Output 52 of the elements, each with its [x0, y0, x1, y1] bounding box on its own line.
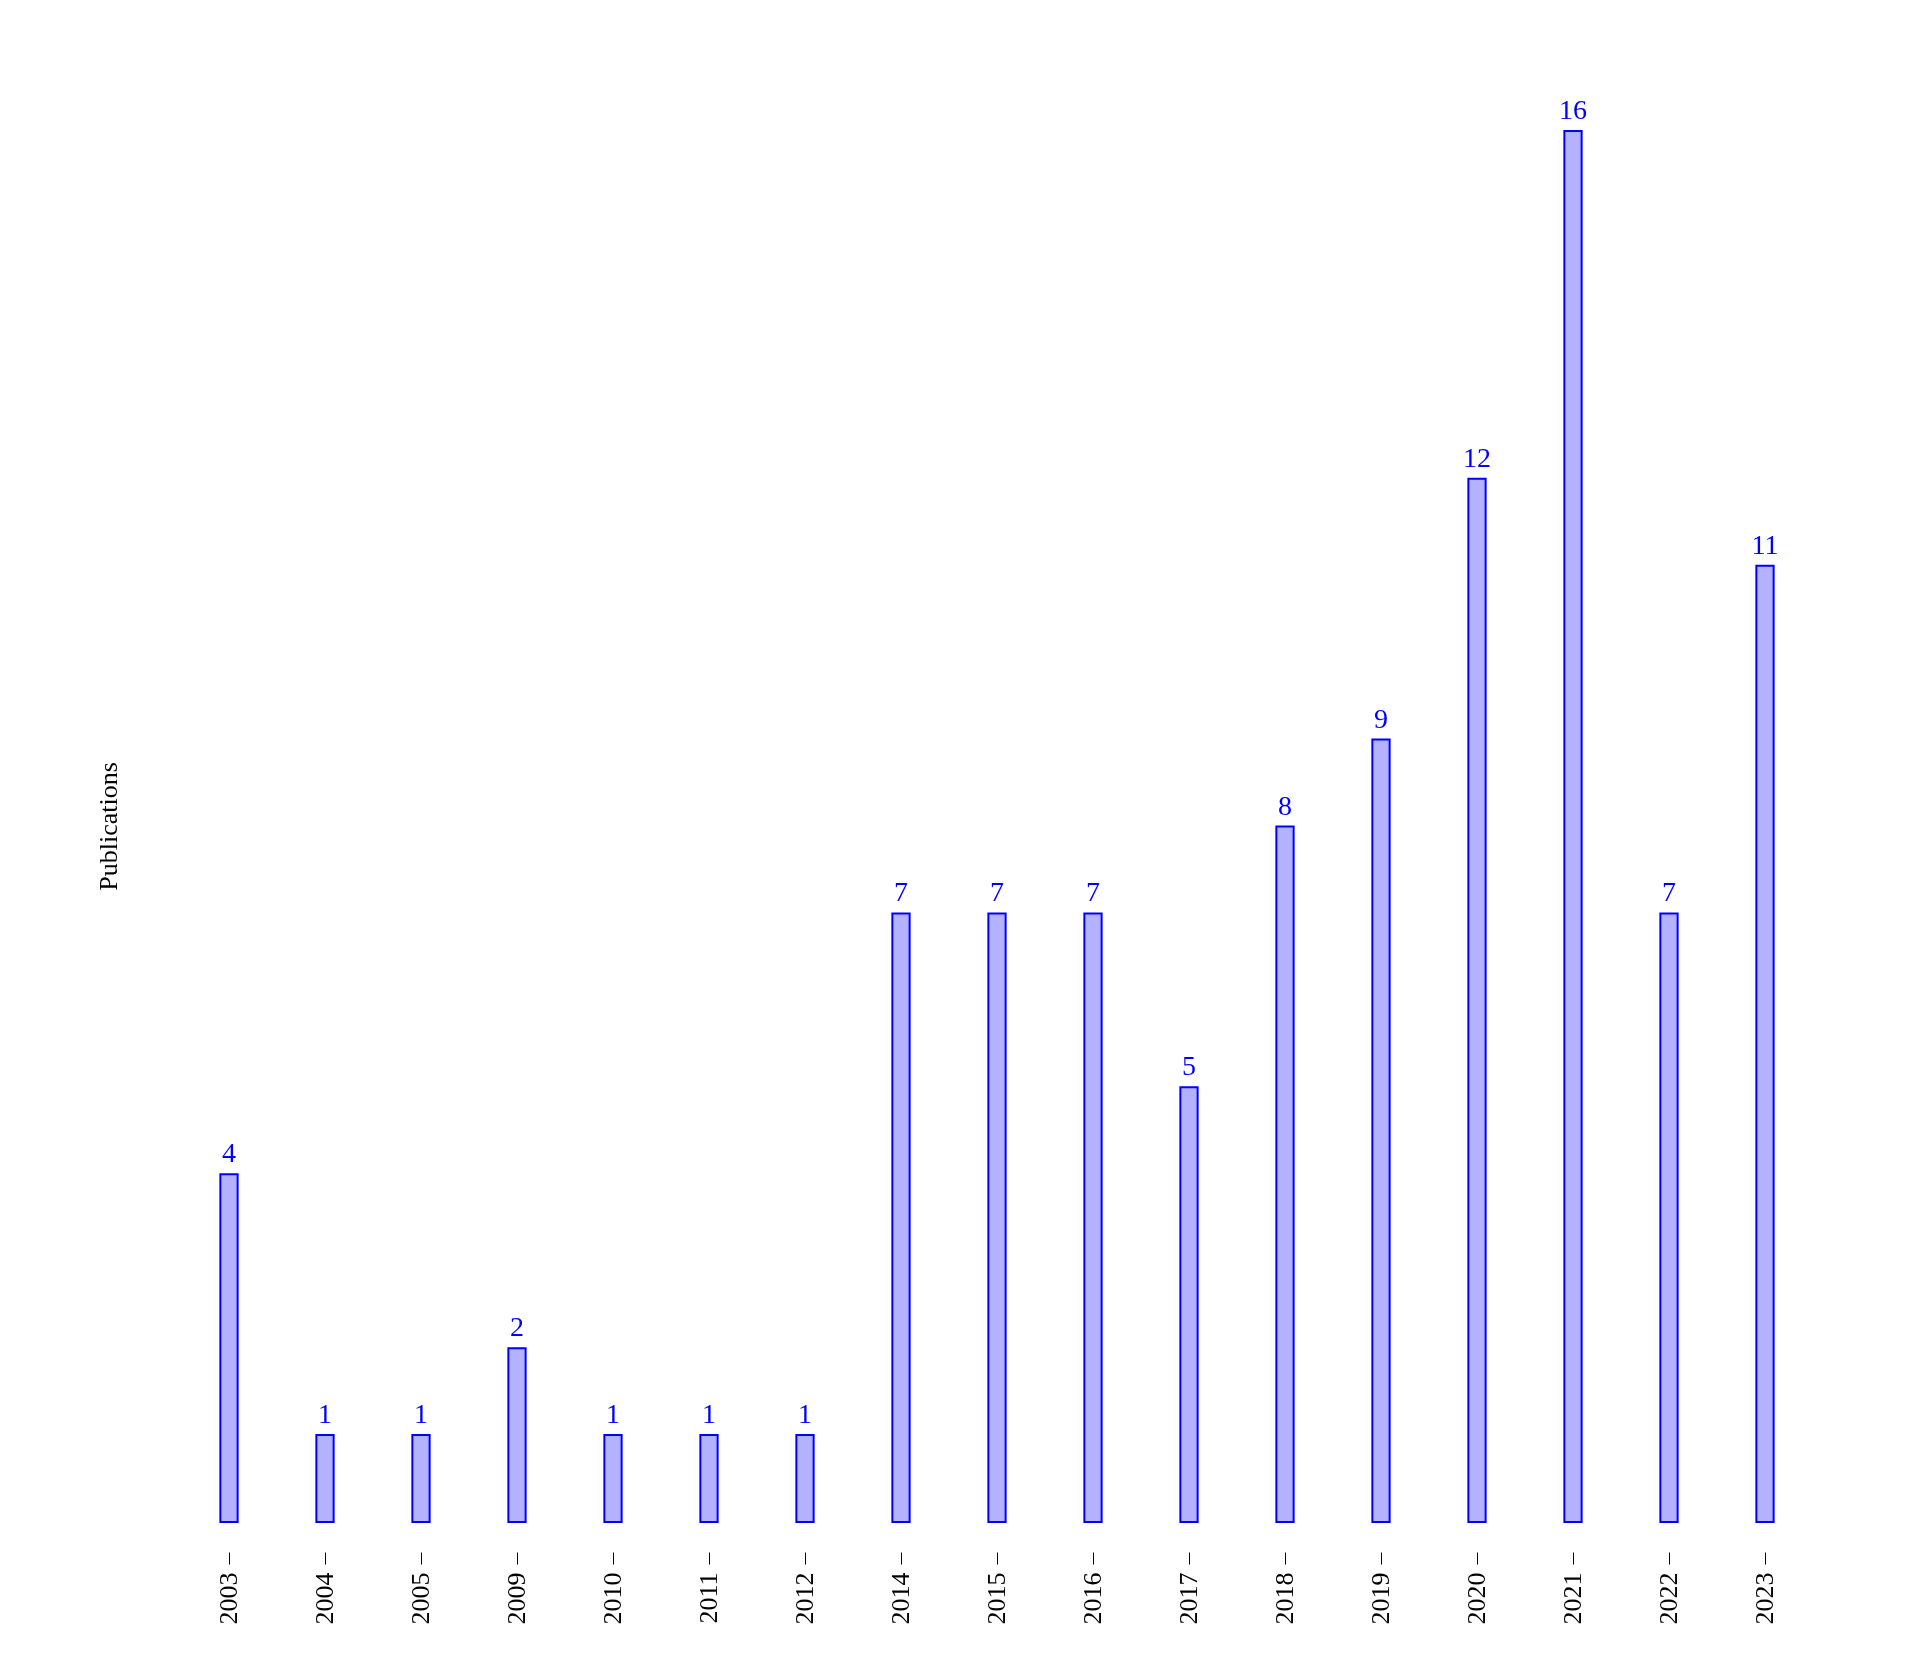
x-tick-label: 2004 [310, 1572, 339, 1625]
bar [1371, 738, 1391, 1523]
data-label: 1 [798, 1398, 812, 1430]
x-tick-label: 2005 [406, 1572, 435, 1625]
bar [219, 1173, 239, 1523]
data-label: 7 [894, 876, 908, 908]
x-tick-label: 2010 [598, 1572, 627, 1625]
x-tick-label: 2011 [694, 1572, 723, 1624]
bar [411, 1434, 431, 1523]
data-label: 7 [990, 876, 1004, 908]
bar [1275, 825, 1295, 1523]
data-label: 7 [1086, 876, 1100, 908]
x-tick-label: 2012 [790, 1572, 819, 1625]
x-tick-label: 2018 [1270, 1572, 1299, 1625]
x-tick-label: 2016 [1078, 1572, 1107, 1625]
data-label: 9 [1374, 702, 1388, 734]
data-label: 5 [1182, 1050, 1196, 1082]
data-label: 2 [510, 1311, 524, 1343]
x-tick-label: 2003 [214, 1572, 243, 1625]
bar [603, 1434, 623, 1523]
bar [987, 912, 1007, 1523]
bar [891, 912, 911, 1523]
x-tick-label: 2019 [1366, 1572, 1395, 1625]
data-label: 4 [222, 1137, 236, 1169]
x-tick-label: 2022 [1654, 1572, 1683, 1625]
data-label: 12 [1463, 441, 1491, 473]
x-tick-label: 2009 [502, 1572, 531, 1625]
x-tick-label: 2015 [982, 1572, 1011, 1625]
x-tick-label: 2021 [1558, 1572, 1587, 1625]
data-label: 16 [1559, 94, 1587, 125]
bar [1755, 564, 1775, 1523]
data-label: 1 [414, 1398, 428, 1430]
data-label: 1 [606, 1398, 620, 1430]
data-label: 11 [1751, 528, 1779, 560]
x-tick-label: 2014 [886, 1572, 915, 1625]
bar [1659, 912, 1679, 1523]
bar [795, 1434, 815, 1523]
bar [1083, 912, 1103, 1523]
data-label: 7 [1662, 876, 1676, 908]
x-tick-label: 2023 [1750, 1572, 1779, 1625]
bar [1563, 130, 1583, 1523]
data-label: 1 [318, 1398, 332, 1430]
x-tick-label: 2020 [1462, 1572, 1491, 1625]
bar [507, 1347, 527, 1523]
bar [1179, 1086, 1199, 1523]
x-tick-label: 2017 [1174, 1572, 1203, 1625]
bar [315, 1434, 335, 1523]
data-label: 8 [1278, 789, 1292, 821]
y-axis-title: Publications [93, 762, 123, 891]
bar [1467, 477, 1487, 1523]
bar [699, 1434, 719, 1523]
data-label: 1 [702, 1398, 716, 1430]
